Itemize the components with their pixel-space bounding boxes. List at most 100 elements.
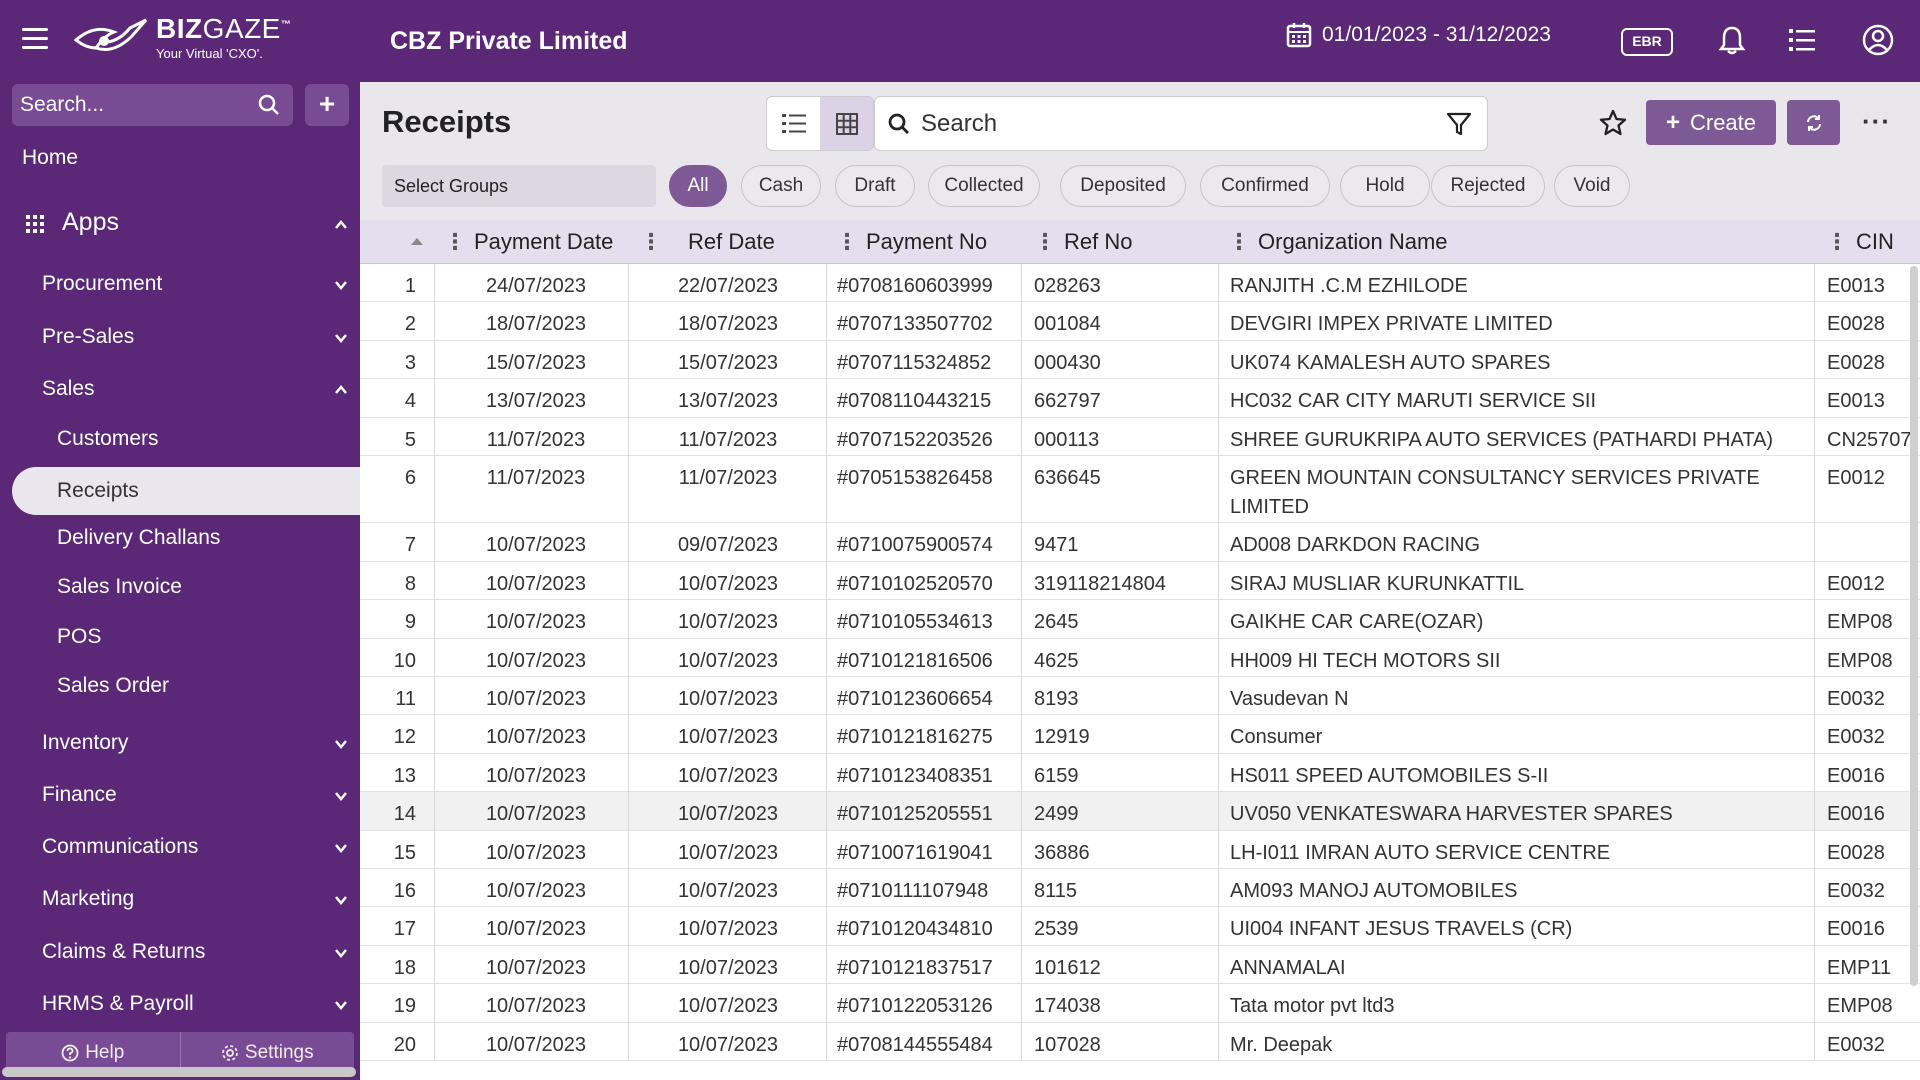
ref-no-cell: 2539 <box>1034 918 1079 941</box>
sidebar-item-pos[interactable]: POS <box>57 625 102 648</box>
table-row[interactable]: 12 10/07/2023 10/07/2023 #0710121816275 1291… <box>360 715 1920 754</box>
table-row[interactable]: 17 10/07/2023 10/07/2023 #0710120434810 2539… <box>360 907 1920 946</box>
payment-no-cell: #0710105534613 <box>837 611 993 634</box>
refresh-button[interactable] <box>1787 100 1840 145</box>
sidebar-item-hrms-payroll[interactable]: HRMS & Payroll <box>42 992 348 1016</box>
sidebar-search-input[interactable]: Search... <box>12 84 293 126</box>
sidebar-item-procurement[interactable]: Procurement <box>42 272 348 296</box>
column-divider <box>826 264 827 303</box>
records-search-input[interactable]: Search <box>874 96 1488 151</box>
grid-view-button[interactable] <box>820 97 873 150</box>
date-range[interactable]: 01/01/2023 - 31/12/2023 <box>1286 22 1551 48</box>
chevron-up-icon <box>335 220 347 229</box>
ref-no-cell: 001084 <box>1034 313 1101 336</box>
logo[interactable]: BIZGAZE™ Your Virtual 'CXO'. <box>74 14 291 60</box>
table-row[interactable]: 15 10/07/2023 10/07/2023 #0710071619041 3688… <box>360 830 1920 869</box>
table-row[interactable]: 19 10/07/2023 10/07/2023 #0710122053126 1740… <box>360 984 1920 1023</box>
ebr-button[interactable]: EBR <box>1621 28 1673 56</box>
column-header-ref-date[interactable]: Ref Date <box>688 229 775 254</box>
select-groups-dropdown[interactable]: Select Groups <box>382 165 656 207</box>
column-divider <box>826 869 827 908</box>
chip-confirmed[interactable]: Confirmed <box>1200 165 1330 207</box>
table-row[interactable]: 11 10/07/2023 10/07/2023 #0710123606654 8193… <box>360 677 1920 716</box>
sidebar-item-customers[interactable]: Customers <box>57 427 159 450</box>
more-options-button[interactable]: ··· <box>1862 106 1891 136</box>
settings-button[interactable]: Settings <box>181 1032 355 1074</box>
sidebar: Search... + Home Apps Procurement Pre-Sa… <box>0 82 360 1080</box>
table-row[interactable]: 14 10/07/2023 10/07/2023 #0710125205551 2499… <box>360 792 1920 831</box>
chip-hold[interactable]: Hold <box>1340 165 1430 207</box>
sidebar-item-delivery-challans[interactable]: Delivery Challans <box>57 526 221 549</box>
cin-cell: E0016 <box>1827 764 1885 787</box>
table-row[interactable]: 1 24/07/2023 22/07/2023 #0708160603999 02826… <box>360 264 1920 303</box>
organization-name-cell: ANNAMALAI <box>1230 956 1346 979</box>
payment-date-cell: 10/07/2023 <box>485 534 587 557</box>
column-header-cin[interactable]: ⋮ CIN <box>1826 229 1894 254</box>
table-row[interactable]: 6 11/07/2023 11/07/2023 #0705153826458 63664… <box>360 456 1920 524</box>
create-button[interactable]: + Create <box>1646 100 1776 145</box>
sidebar-item-receipts[interactable]: Receipts <box>12 467 360 515</box>
column-divider <box>1021 340 1022 380</box>
column-header-payment-date[interactable]: ⋮ Payment Date <box>444 229 614 254</box>
menu-icon[interactable] <box>22 28 48 50</box>
list-icon[interactable] <box>1786 24 1818 56</box>
table-row[interactable]: 3 15/07/2023 15/07/2023 #0707115324852 00043… <box>360 340 1920 380</box>
table-row[interactable]: 4 13/07/2023 13/07/2023 #0708110443215 66279… <box>360 379 1920 418</box>
vertical-scrollbar[interactable] <box>1910 266 1918 986</box>
sidebar-item-communications[interactable]: Communications <box>42 835 348 859</box>
list-view-button[interactable] <box>767 97 820 150</box>
chip-draft[interactable]: Draft <box>835 165 915 207</box>
sidebar-item-inventory[interactable]: Inventory <box>42 731 348 755</box>
table-row[interactable]: 5 11/07/2023 11/07/2023 #0707152203526 00011… <box>360 417 1920 456</box>
filter-icon[interactable] <box>1445 110 1473 138</box>
sidebar-add-button[interactable]: + <box>305 84 349 126</box>
chip-rejected[interactable]: Rejected <box>1431 165 1545 207</box>
sidebar-item-sales-invoice[interactable]: Sales Invoice <box>57 575 182 598</box>
chip-all[interactable]: All <box>669 165 727 207</box>
table-row[interactable]: 8 10/07/2023 10/07/2023 #0710102520570 31911… <box>360 561 1920 601</box>
table-row[interactable]: 9 10/07/2023 10/07/2023 #0710105534613 2645 G… <box>360 600 1920 639</box>
chip-cash[interactable]: Cash <box>741 165 821 207</box>
bell-icon[interactable] <box>1716 24 1748 56</box>
sidebar-item-finance[interactable]: Finance <box>42 783 348 807</box>
table-row[interactable]: 20 10/07/2023 10/07/2023 #0708144555484 1070… <box>360 1022 1920 1061</box>
calendar-icon <box>1286 23 1312 48</box>
search-icon[interactable] <box>257 93 281 117</box>
table-row[interactable]: 16 10/07/2023 10/07/2023 #0710111107948 8115… <box>360 869 1920 908</box>
company-name[interactable]: CBZ Private Limited <box>390 27 628 55</box>
column-header-payment-no[interactable]: ⋮ Payment No <box>836 229 988 254</box>
column-divider <box>434 264 435 303</box>
payment-date-cell: 24/07/2023 <box>485 275 587 297</box>
page-title: Receipts <box>382 104 512 139</box>
column-divider <box>628 561 629 601</box>
column-divider <box>628 1022 629 1061</box>
sidebar-item-claims-returns[interactable]: Claims & Returns <box>42 940 348 964</box>
user-icon[interactable] <box>1862 24 1894 56</box>
table-row[interactable]: 13 10/07/2023 10/07/2023 #0710123408351 6159… <box>360 753 1920 793</box>
sidebar-item-home[interactable]: Home <box>22 146 79 169</box>
table-row[interactable]: 18 10/07/2023 10/07/2023 #0710121837517 1016… <box>360 945 1920 985</box>
column-divider <box>434 945 435 985</box>
sort-up-icon[interactable] <box>410 236 424 246</box>
help-button[interactable]: Help <box>6 1032 181 1074</box>
payment-date-cell: 10/07/2023 <box>485 880 587 902</box>
star-icon[interactable] <box>1598 108 1628 138</box>
sidebar-item-apps[interactable]: Apps <box>22 208 348 240</box>
chip-void[interactable]: Void <box>1554 165 1630 207</box>
sidebar-item-sales[interactable]: Sales <box>42 377 348 401</box>
horizontal-scrollbar[interactable] <box>2 1067 356 1077</box>
sidebar-item-marketing[interactable]: Marketing <box>42 887 348 911</box>
table-row[interactable]: 10 10/07/2023 10/07/2023 #0710121816506 4625… <box>360 638 1920 677</box>
help-label: Help <box>85 1042 125 1063</box>
table-row[interactable]: 2 18/07/2023 18/07/2023 #0707133507702 00108… <box>360 302 1920 341</box>
ref-no-cell: 319118214804 <box>1034 572 1166 595</box>
column-header-menu[interactable]: ⋮ <box>640 229 662 254</box>
chip-collected[interactable]: Collected <box>928 165 1040 207</box>
chip-deposited[interactable]: Deposited <box>1060 165 1186 207</box>
column-divider <box>1814 302 1815 341</box>
sidebar-item-sales-order[interactable]: Sales Order <box>57 674 170 697</box>
sidebar-item-pre-sales[interactable]: Pre-Sales <box>42 325 348 349</box>
column-header-ref-no[interactable]: ⋮ Ref No <box>1034 229 1133 254</box>
column-header-organization-name[interactable]: ⋮ Organization Name <box>1228 229 1448 254</box>
table-row[interactable]: 7 10/07/2023 09/07/2023 #0710075900574 9471 A… <box>360 523 1920 562</box>
